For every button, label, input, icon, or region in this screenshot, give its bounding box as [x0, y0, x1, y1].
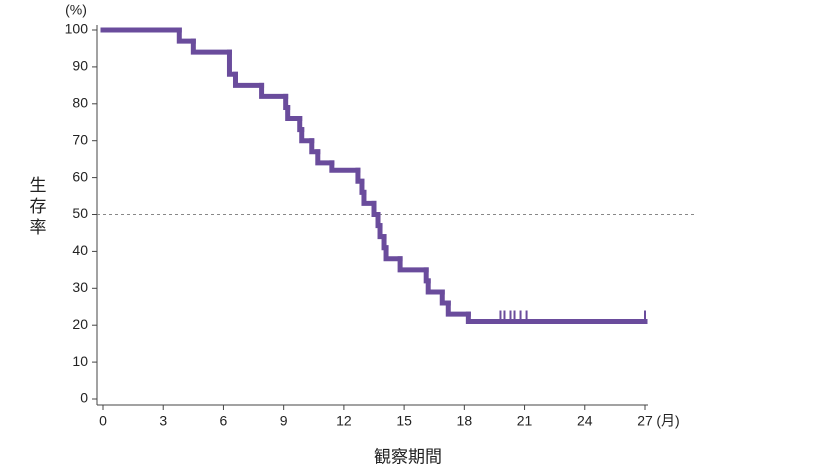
x-tick-label: 3: [159, 413, 167, 429]
survival-step: [445, 300, 471, 317]
x-tick-label: 9: [280, 413, 288, 429]
survival-step: [397, 256, 429, 273]
survival-step: [315, 149, 335, 166]
survival-step: [176, 27, 196, 44]
y-tick-label: 70: [72, 131, 88, 147]
x-unit: (月): [656, 413, 679, 429]
survival-step: [329, 160, 361, 173]
survival-step: [425, 278, 445, 295]
x-tick-label: 0: [99, 413, 107, 429]
y-tick-label: 20: [72, 316, 88, 332]
survival-step: [232, 71, 265, 88]
y-tick-label: 0: [80, 390, 88, 406]
y-tick-label: 90: [72, 58, 88, 74]
y-tick-label: 50: [72, 205, 88, 221]
y-unit: (%): [65, 2, 87, 18]
x-tick-label: 15: [396, 413, 412, 429]
survival-step: [285, 104, 303, 122]
y-tick-label: 30: [72, 279, 88, 295]
y-axis-label: 生存率: [30, 176, 47, 237]
y-tick-label: 40: [72, 242, 88, 258]
survival-step: [361, 189, 377, 206]
x-tick-label: 21: [517, 413, 533, 429]
y-tick-label: 10: [72, 353, 88, 369]
survival-step: [226, 49, 238, 77]
y-tick-label: 80: [72, 95, 88, 111]
x-tick-label: 12: [336, 413, 352, 429]
x-tick-label: 6: [220, 413, 228, 429]
y-tick-label: 100: [65, 21, 89, 37]
survival-step: [259, 82, 289, 99]
survival-step: [190, 38, 232, 55]
survival-step: [383, 245, 403, 262]
survival-step: [465, 311, 648, 325]
x-tick-label: 18: [457, 413, 473, 429]
x-axis-label: 観察期間: [374, 447, 442, 466]
y-tick-label: 60: [72, 168, 88, 184]
x-tick-label: 27: [637, 413, 653, 429]
x-tick-label: 24: [577, 413, 593, 429]
survival-step: [299, 127, 315, 144]
